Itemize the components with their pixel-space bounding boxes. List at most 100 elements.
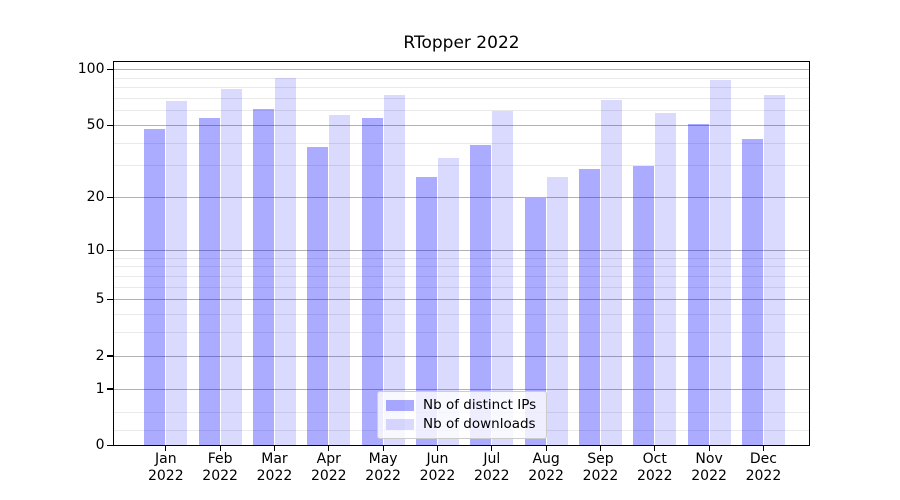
bar-downloads [329,114,351,446]
legend-item-distinct-ips: Nb of distinct IPs [386,397,536,413]
bar-downloads [166,100,188,446]
bar-downloads [492,110,514,446]
x-tick-year: 2022 [745,467,782,484]
legend-swatch-distinct-ips [386,399,414,411]
x-tick [436,445,439,451]
x-tick-year: 2022 [636,467,673,484]
major-gridline [113,355,810,357]
major-gridline [113,388,810,390]
x-tick-label: Dec 2022 [735,451,791,485]
legend-label-downloads: Nb of downloads [423,416,536,432]
x-tick [599,445,602,451]
y-tick-label: 20 [86,189,105,206]
x-tick-label: May 2022 [355,451,411,485]
y-tick-label: 10 [86,241,105,258]
x-tick-year: 2022 [256,467,293,484]
x-tick-label: Jan 2022 [138,451,194,485]
x-tick-label: Jun 2022 [409,451,465,485]
y-tick-label: 100 [77,61,105,78]
minor-gridline [113,77,810,79]
x-tick [165,445,167,451]
x-tick-year: 2022 [582,467,619,484]
x-tick-year: 2022 [419,467,456,484]
x-tick [382,445,384,451]
chart-title: RTopper 2022 [403,33,520,53]
x-tick-label: Feb 2022 [192,451,248,485]
minor-gridline [113,257,810,259]
x-tick-year: 2022 [528,467,564,484]
y-tick-label: 0 [95,437,105,453]
x-tick-label: Jul 2022 [464,451,520,485]
x-tick-year: 2022 [147,467,184,484]
bar-distinct-ips [579,168,600,446]
bar-distinct-ips [198,117,220,446]
minor-gridline [113,332,810,334]
bar-downloads [546,177,568,446]
y-tick [106,298,113,301]
x-tick-year: 2022 [202,467,238,484]
x-tick-month: Apr [316,450,341,467]
x-tick-month: Jun [426,450,449,467]
minor-gridline [113,142,810,144]
bar-distinct-ips [361,117,383,446]
x-tick-month: Sep [587,450,614,467]
minor-gridline [113,87,810,89]
x-tick-month: Mar [261,450,288,467]
y-tick [106,124,113,126]
y-tick-label: 1 [95,380,105,397]
major-gridline [113,299,810,301]
x-tick-month: May [368,450,398,467]
x-tick-month: Dec [749,450,777,467]
bar-downloads [709,79,731,446]
bar-distinct-ips [633,165,655,446]
x-tick [708,445,710,451]
y-tick [106,388,113,390]
x-tick-year: 2022 [310,467,347,484]
bar-distinct-ips [307,147,329,446]
bar-downloads [275,78,296,446]
x-tick-month: Oct [642,450,667,467]
y-tick-label: 5 [95,291,105,308]
bar-distinct-ips [253,109,274,446]
minor-gridline [113,165,810,167]
x-tick-label: Apr 2022 [301,451,357,485]
x-tick-label: Sep 2022 [572,451,628,485]
x-tick [328,445,330,451]
y-tick-label: 50 [86,116,105,133]
x-tick-month: Nov [695,450,723,467]
bar-downloads [601,99,622,446]
x-tick [219,445,221,451]
x-tick-month: Feb [207,450,233,467]
bar-downloads [764,95,785,446]
x-tick-month: Jan [155,450,177,467]
x-tick-year: 2022 [691,467,727,484]
legend: Nb of distinct IPs Nb of downloads [377,391,548,439]
x-tick-year: 2022 [473,467,510,484]
minor-gridline [113,313,810,315]
major-gridline [113,197,810,199]
y-tick [106,249,113,251]
x-tick [654,445,656,451]
bar-distinct-ips [144,128,166,446]
minor-gridline [113,97,810,99]
minor-gridline [113,110,810,112]
bar-downloads [220,88,242,446]
x-tick-label: Mar 2022 [246,451,302,485]
major-gridline [113,69,810,71]
y-tick-label: 2 [95,347,105,364]
bar-distinct-ips [470,145,492,446]
major-gridline [113,249,810,251]
x-tick [491,445,493,451]
minor-gridline [113,286,810,288]
x-tick-label: Oct 2022 [627,451,683,485]
x-tick [273,445,276,451]
legend-item-downloads: Nb of downloads [386,416,536,432]
minor-gridline [113,275,810,277]
y-tick [106,355,113,357]
y-tick [106,444,113,447]
bar-downloads [383,95,405,446]
bar-downloads [438,158,459,446]
x-tick-label: Aug 2022 [518,451,574,485]
major-gridline [113,124,810,126]
